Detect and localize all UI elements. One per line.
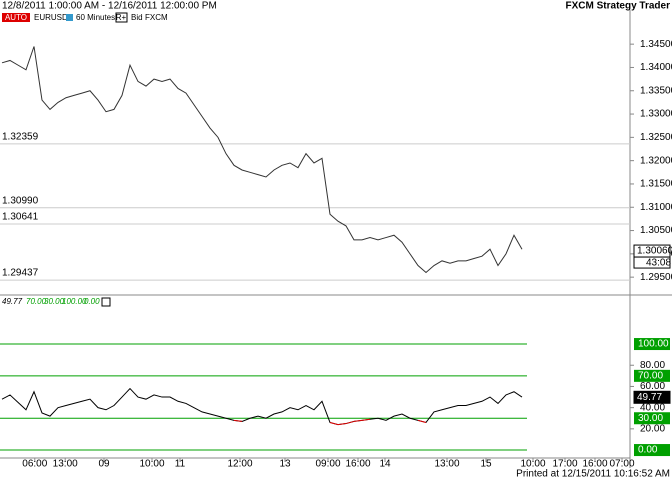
y-tick-label: 1.30500 [640, 225, 672, 236]
y-tick-label: 1.32000 [640, 155, 672, 166]
timer-tag [633, 256, 671, 269]
x-tick-label: 07:00 [609, 459, 634, 470]
rsi-value: 49.77 [2, 297, 23, 306]
y-tick-label: 80.00 [640, 360, 665, 371]
series-line [1, 387, 523, 426]
level-tag [634, 444, 670, 457]
period: 60 Minutes [76, 13, 115, 22]
oversold-segment [329, 422, 339, 426]
badge-box [115, 12, 128, 23]
mode: AUTO [5, 13, 27, 22]
x-tick-label: 10:00 [520, 459, 545, 470]
y-tick-label: 1.31000 [640, 202, 672, 213]
level-tag [634, 412, 670, 425]
series-line [1, 46, 523, 274]
timer: 43:08 [646, 258, 671, 269]
y-tick-label: 1.33500 [640, 85, 672, 96]
y-tick-label: 1.31500 [640, 179, 672, 190]
x-tick-label: 15 [480, 459, 492, 470]
oversold-segment [337, 423, 347, 426]
rsi-level: 0.00 [84, 297, 100, 306]
price-line-label: 1.32359 [2, 132, 39, 143]
y-tick-label: 40.00 [640, 402, 665, 413]
symbol: EURUSD [34, 13, 68, 22]
footer: Printed at 12/15/2011 10:16:52 AM [516, 469, 670, 479]
x-tick-label: 06:00 [22, 459, 47, 470]
price-line-label: 1.29437 [2, 268, 39, 279]
last-label: 1.30060 [637, 246, 672, 257]
level-label: 70.00 [638, 370, 663, 381]
x-tick-label: 13:00 [434, 459, 459, 470]
rsi-level: 70.00 [26, 297, 47, 306]
y-tick-label: 1.34000 [640, 62, 672, 73]
y-tick-label: 1.34500 [640, 39, 672, 50]
x-tick-label: 16:00 [345, 459, 370, 470]
price-line-label: 1.30990 [2, 195, 39, 206]
level-label: 30.00 [638, 413, 663, 424]
x-tick-label: 09 [98, 459, 110, 470]
y-tick-label: 1.29500 [640, 272, 672, 283]
x-tick-label: 13:00 [53, 459, 78, 470]
level-label: 100.00 [638, 339, 669, 350]
y-tick-label: 1.33000 [640, 109, 672, 120]
last-label: 49.77 [637, 392, 662, 403]
side: Bid [131, 13, 143, 22]
oversold-segment [233, 419, 243, 422]
range: 12/8/2011 1:00:00 AM - 12/16/2011 12:00:… [2, 1, 217, 12]
x-tick-label: 16:00 [582, 459, 607, 470]
oversold-segment [353, 419, 363, 422]
x-tick-label: 13 [279, 459, 291, 470]
brand: FXCM Strategy Trader [566, 1, 671, 12]
x-tick-label: 10:00 [139, 459, 164, 470]
oversold-segment [417, 419, 427, 423]
x-tick-label: 17:00 [552, 459, 577, 470]
level-label: 0.00 [638, 445, 658, 456]
x-tick-label: 14 [379, 459, 391, 470]
oversold-segment [345, 420, 355, 425]
price-line-label: 1.30641 [2, 212, 39, 223]
oversold-segment [361, 418, 371, 421]
rsi-level: 30.00 [44, 297, 65, 306]
last-tag [633, 390, 671, 404]
x-tick-label: 12:00 [227, 459, 252, 470]
x-tick-label: 11 [175, 459, 186, 470]
mode-badge[interactable] [2, 13, 30, 22]
source: FXCM [145, 13, 168, 22]
x-tick-label: 09:00 [315, 459, 340, 470]
y-tick-label: 20.00 [640, 423, 665, 434]
y-tick-label: 60.00 [640, 381, 665, 392]
period-icon [66, 14, 73, 21]
badge: R+ [116, 13, 127, 22]
close-button[interactable] [101, 297, 111, 307]
level-tag [634, 338, 670, 351]
y-tick-label: 1.32500 [640, 132, 672, 143]
rsi-level: 100.00 [62, 297, 87, 306]
level-tag [634, 369, 670, 382]
